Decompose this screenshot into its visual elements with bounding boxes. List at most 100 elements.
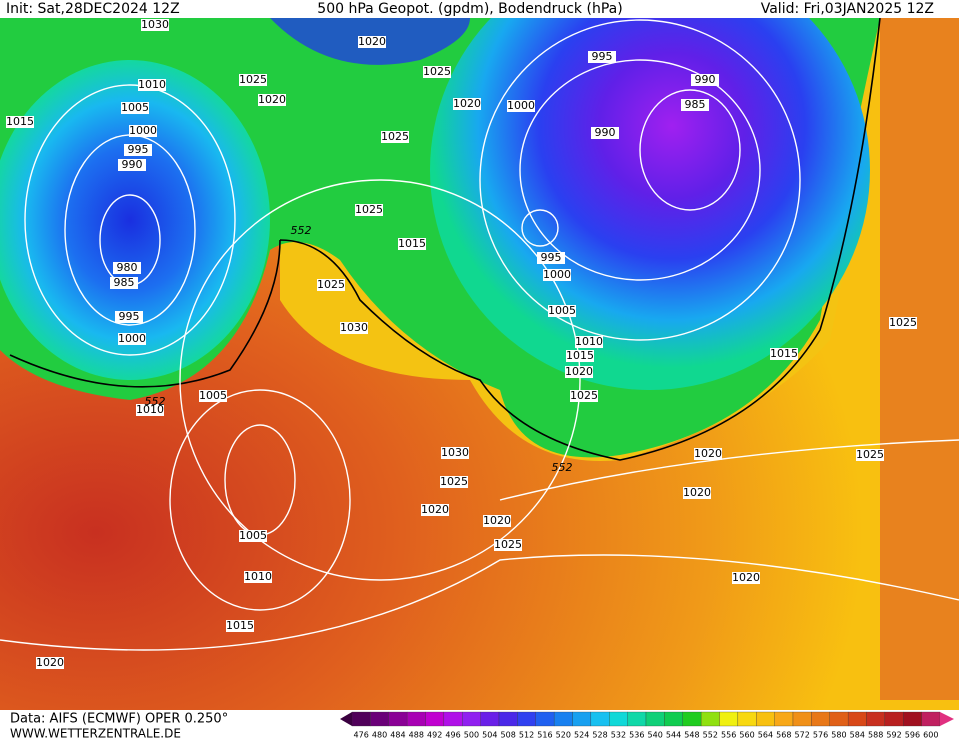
colorbar-cell — [572, 711, 592, 727]
colorbar-label: 560 — [739, 731, 754, 740]
isobar-label-bg — [258, 94, 286, 106]
isobar-label-group: 1030 1020 1025 995 990 1010 1025 1020 1020 1000 98… — [6, 18, 917, 669]
colorbar-cell — [719, 711, 739, 727]
isobar-label: 995 — [592, 50, 613, 63]
isobar-label: 1020 — [453, 97, 481, 110]
colorbar-label: 488 — [409, 731, 424, 740]
isobar-label-bg — [138, 79, 166, 91]
isobar-label-bg — [856, 449, 884, 461]
colorbar-cell — [774, 711, 794, 727]
isobar-label-bg — [588, 51, 616, 63]
isobar-label-bg — [239, 530, 267, 542]
isobar-label-bg — [398, 238, 426, 250]
isobar-label: 1020 — [732, 571, 760, 584]
colorbar-cell — [737, 711, 757, 727]
colorbar-arrow-right — [940, 712, 954, 726]
isobar-label-bg — [483, 515, 511, 527]
east-zone — [880, 18, 959, 700]
colorbar-label: 524 — [574, 731, 589, 740]
isobar-label-bg — [6, 116, 34, 128]
colorbar-label: 600 — [923, 731, 938, 740]
isobar-label-bg — [507, 100, 535, 112]
isobar-label: 990 — [595, 126, 616, 139]
isobar-label-bg — [453, 98, 481, 110]
init-time: Init: Sat,28DEC2024 12Z — [6, 1, 180, 17]
isobar-label: 1000 — [507, 99, 535, 112]
colorbar-label: 528 — [592, 731, 607, 740]
colorbar-cell — [627, 711, 647, 727]
isobar-label: 1025 — [423, 65, 451, 78]
isobars — [0, 19, 959, 651]
isobar-label-bg — [494, 539, 522, 551]
isobar-label: 1005 — [548, 304, 576, 317]
isobar-label: 1025 — [889, 316, 917, 329]
colorbar-arrow-left — [340, 712, 352, 726]
colorbar-label: 580 — [831, 731, 846, 740]
colorbar-label: 572 — [795, 731, 810, 740]
isobar-label-bg — [115, 311, 143, 323]
colorbar-cell — [535, 711, 555, 727]
isobar-label: 1015 — [398, 237, 426, 250]
east-low — [430, 0, 870, 390]
contour-label: 552 — [145, 395, 166, 408]
colorbar-label: 520 — [556, 731, 571, 740]
colorbar-cell — [351, 711, 371, 727]
colorbar-cell — [370, 711, 389, 727]
colorbar-label: 504 — [482, 731, 497, 740]
colorbar-cell — [609, 711, 628, 727]
isobar-label-bg — [889, 317, 917, 329]
isobar-label-bg — [681, 99, 709, 111]
colorbar-cell — [498, 711, 518, 727]
isobar-label: 1005 — [239, 529, 267, 542]
isobar-label: 1020 — [421, 503, 449, 516]
isobar-label-bg — [565, 366, 593, 378]
valid-time: Valid: Fri,03JAN2025 12Z — [761, 1, 934, 17]
isobar-label: 1025 — [494, 538, 522, 551]
colorbar-cell — [829, 711, 849, 727]
colorbar-cell — [792, 711, 812, 727]
isobar-label-bg — [110, 277, 138, 289]
colorbar-label: 584 — [850, 731, 865, 740]
isobar-label-bg — [575, 336, 603, 348]
isobar-label-bg — [570, 390, 598, 402]
isobar-label: 1005 — [121, 101, 149, 114]
isobar-label-bg — [317, 279, 345, 291]
colorbar-cell — [480, 711, 500, 727]
isobar-label: 995 — [541, 251, 562, 264]
colorbar-cell — [590, 711, 610, 727]
colorbar-cell — [517, 711, 536, 727]
isobar-label: 985 — [685, 98, 706, 111]
isobar-label-bg — [421, 504, 449, 516]
isobar-label: 1020 — [36, 656, 64, 669]
isobar-label: 1025 — [381, 130, 409, 143]
west-low — [0, 60, 270, 380]
colorbar-label: 492 — [427, 731, 442, 740]
isobar-label: 1015 — [6, 115, 34, 128]
isobar-label-bg — [226, 620, 254, 632]
isobar-label: 1000 — [543, 268, 571, 281]
colorbar-label: 552 — [703, 731, 718, 740]
colorbar-label: 544 — [666, 731, 681, 740]
isobar-label-bg — [358, 36, 386, 48]
isobar-label-bg — [548, 305, 576, 317]
isobar-label: 1020 — [683, 486, 711, 499]
colorbar-label: 516 — [537, 731, 552, 740]
colorbar-label: 596 — [905, 731, 920, 740]
colorbar-cell — [425, 711, 445, 727]
colorbar-label: 564 — [758, 731, 773, 740]
isobar-label: 1025 — [440, 475, 468, 488]
contour-552 — [9, 17, 881, 461]
isobar-label-bg — [423, 66, 451, 78]
map-title: 500 hPa Geopot. (gpdm), Bodendruck (hPa) — [317, 1, 622, 17]
colorbar-label: 548 — [684, 731, 699, 740]
isobar-label: 1025 — [317, 278, 345, 291]
isobar-label-bg — [129, 125, 157, 137]
colorbar-label: 476 — [354, 731, 369, 740]
isobar-label: 1030 — [441, 446, 469, 459]
isobar-label: 980 — [117, 261, 138, 274]
colorbar-label: 568 — [776, 731, 791, 740]
colorbar-cell — [553, 711, 573, 727]
isobar-label: 1025 — [570, 389, 598, 402]
isobar-label: 1025 — [239, 73, 267, 86]
colorbar-label: 592 — [886, 731, 901, 740]
